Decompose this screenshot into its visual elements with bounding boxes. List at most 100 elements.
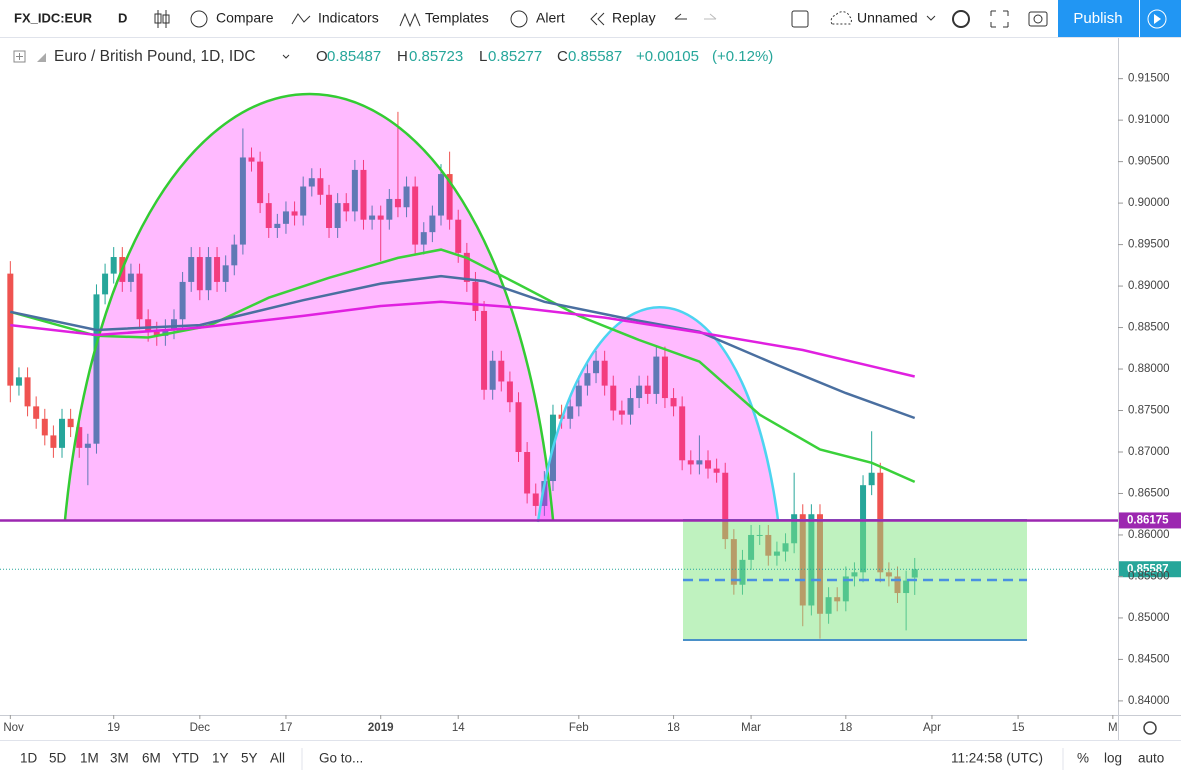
settings-button[interactable] xyxy=(952,10,970,28)
range-button[interactable]: 6M xyxy=(142,751,161,766)
candle-body xyxy=(67,418,74,428)
candle-body xyxy=(679,406,686,461)
candle-body xyxy=(412,186,419,245)
moving-average xyxy=(9,248,916,484)
templates-icon[interactable] xyxy=(399,12,421,28)
candle-body xyxy=(636,385,643,399)
range-button[interactable]: All xyxy=(270,751,285,766)
undo-button[interactable] xyxy=(674,13,687,20)
range-button[interactable]: 1M xyxy=(80,751,99,766)
candle-body xyxy=(300,186,307,216)
candle-body xyxy=(661,356,668,399)
layout-dropdown[interactable] xyxy=(926,15,936,21)
y-tick-label: 0.86500 xyxy=(1128,488,1170,500)
candle-body xyxy=(515,402,522,452)
candle-body xyxy=(498,360,505,382)
candle-body xyxy=(196,257,203,291)
redo-button[interactable] xyxy=(704,13,717,20)
drawings xyxy=(63,92,1027,641)
candle-body xyxy=(394,198,401,208)
candle-body xyxy=(601,360,608,386)
fullscreen-button[interactable] xyxy=(990,10,1009,28)
candle-body xyxy=(127,273,134,282)
alert-button[interactable]: Alert xyxy=(536,10,565,26)
candle-body xyxy=(481,310,488,390)
range-button[interactable]: 1D xyxy=(20,751,38,766)
templates-button[interactable]: Templates xyxy=(425,10,489,26)
candle-body xyxy=(489,360,496,390)
candle-body xyxy=(584,373,591,386)
scale-settings[interactable] xyxy=(1143,721,1157,735)
price-line-tag xyxy=(1119,512,1181,529)
auto-toggle[interactable]: auto xyxy=(1138,751,1164,766)
y-tick-label: 0.89000 xyxy=(1128,280,1170,292)
stream-play xyxy=(1154,14,1161,24)
candle-body xyxy=(506,381,513,403)
fullscreen-box[interactable] xyxy=(791,10,809,28)
candle-body xyxy=(610,385,617,411)
replay-button[interactable]: Replay xyxy=(612,10,656,26)
y-tick-label: 0.85500 xyxy=(1128,570,1170,582)
candle-body xyxy=(24,377,31,407)
publish-button[interactable] xyxy=(1058,0,1139,37)
candle-body xyxy=(644,385,651,394)
candle-body xyxy=(334,203,341,228)
candle-body xyxy=(437,174,444,216)
y-tick-label: 0.86000 xyxy=(1128,529,1170,541)
y-tick-label: 0.89500 xyxy=(1128,239,1170,251)
cup-curve xyxy=(63,92,555,521)
candle-body xyxy=(231,244,238,266)
layout-name[interactable]: Unnamed xyxy=(857,10,918,26)
candle-body xyxy=(369,215,376,220)
candle-body xyxy=(463,252,470,282)
candle-body xyxy=(15,377,22,386)
y-tick-label: 0.88500 xyxy=(1128,322,1170,334)
cloud-icon[interactable] xyxy=(830,11,852,25)
range-button[interactable]: 3M xyxy=(110,751,129,766)
x-tick-label: Feb xyxy=(569,722,589,734)
candle-body xyxy=(308,178,315,187)
candle-body xyxy=(170,319,177,330)
x-tick-label: Nov xyxy=(3,722,24,734)
chart-style-icon[interactable] xyxy=(154,10,170,28)
candle-body xyxy=(532,493,539,506)
stream-button[interactable] xyxy=(1140,0,1181,37)
alert-icon[interactable] xyxy=(510,10,528,28)
candle-body xyxy=(420,232,427,245)
range-button[interactable]: 5D xyxy=(49,751,67,766)
percent-toggle[interactable]: % xyxy=(1077,751,1089,766)
candle-body xyxy=(567,406,574,419)
symbol[interactable]: FX_IDC:EUR xyxy=(14,10,93,25)
goto-button[interactable]: Go to... xyxy=(319,751,363,766)
range-button[interactable]: YTD xyxy=(172,751,199,766)
candle-body xyxy=(102,273,109,295)
candle-body xyxy=(343,203,350,212)
log-toggle[interactable]: log xyxy=(1104,751,1122,766)
range-button[interactable]: 5Y xyxy=(241,751,258,766)
legend-expand[interactable] xyxy=(13,50,26,63)
indicators-icon[interactable] xyxy=(291,13,311,25)
candle-body xyxy=(239,157,246,245)
last-price-label: 0.85587 xyxy=(1127,563,1169,575)
y-tick-label: 0.87000 xyxy=(1128,446,1170,458)
range-button[interactable]: 1Y xyxy=(212,751,229,766)
title-dropdown[interactable] xyxy=(282,54,290,59)
candle-body xyxy=(248,157,255,162)
candle-body xyxy=(627,398,634,415)
indicators-button[interactable]: Indicators xyxy=(318,10,379,26)
replay-icon[interactable] xyxy=(590,12,598,26)
symbol-title[interactable]: Euro / British Pound, 1D, IDC xyxy=(54,48,256,65)
y-tick-label: 0.91500 xyxy=(1128,73,1170,85)
compare-icon[interactable] xyxy=(190,10,208,28)
overlay xyxy=(0,248,1118,570)
cup-fill-2 xyxy=(538,307,778,520)
interval[interactable]: D xyxy=(118,10,127,25)
candle-body xyxy=(274,223,281,228)
ohlc-value: 0.85487 xyxy=(327,48,381,65)
ohlc-value: 0.85277 xyxy=(488,48,542,65)
legend-icon xyxy=(37,53,46,62)
publish-label[interactable]: Publish xyxy=(1073,10,1122,27)
snapshot-button[interactable] xyxy=(1028,11,1048,27)
compare-button[interactable]: Compare xyxy=(216,10,274,26)
